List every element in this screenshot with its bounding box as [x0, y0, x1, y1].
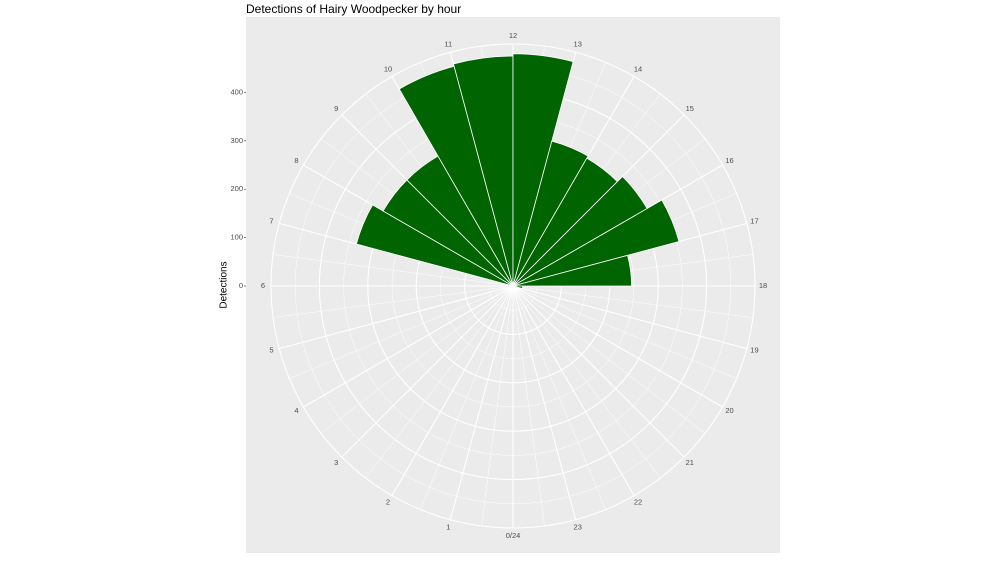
hour-label-18: 18: [759, 281, 767, 290]
hour-label-7: 7: [269, 216, 273, 225]
hour-label-0/24: 0/24: [506, 531, 521, 540]
y-tick-label: 300: [230, 136, 243, 145]
bar-hour-16: [512, 199, 680, 287]
hour-label-20: 20: [725, 406, 733, 415]
bar-hour-18: [512, 285, 524, 289]
hour-label-8: 8: [294, 156, 298, 165]
bar-hour-12: [512, 53, 574, 287]
hour-labels: 0/24123456789101112131415161718192021222…: [261, 31, 767, 540]
bar-hour-17: [512, 254, 632, 287]
bar-hour-13: [512, 140, 589, 287]
chart-title: Detections of Hairy Woodpecker by hour: [246, 2, 462, 16]
y-tick-label: 100: [230, 233, 243, 242]
hour-label-21: 21: [686, 458, 694, 467]
hour-label-9: 9: [334, 104, 338, 113]
hour-label-14: 14: [634, 64, 642, 73]
hour-label-13: 13: [574, 40, 582, 49]
hour-label-2: 2: [386, 497, 390, 506]
hour-label-11: 11: [444, 40, 452, 49]
bar-hour-7: [355, 204, 514, 287]
hour-label-22: 22: [634, 497, 642, 506]
circle-gridline: [270, 43, 756, 529]
y-tick-label: 0: [239, 281, 243, 290]
y-tick-label: 400: [230, 87, 243, 96]
hour-label-4: 4: [294, 406, 298, 415]
hour-label-17: 17: [750, 216, 758, 225]
y-tick-label: 200: [230, 184, 243, 193]
hour-label-1: 1: [446, 522, 450, 531]
hour-label-15: 15: [686, 104, 694, 113]
y-tick-labels: 0 100 200 300 400: [230, 87, 246, 290]
hour-label-19: 19: [750, 346, 758, 355]
hour-label-3: 3: [334, 458, 338, 467]
hour-label-16: 16: [725, 156, 733, 165]
bars: [355, 53, 680, 289]
hour-label-6: 6: [261, 281, 265, 290]
hour-label-10: 10: [384, 64, 392, 73]
hour-label-12: 12: [509, 31, 517, 40]
hour-label-23: 23: [574, 522, 582, 531]
hour-label-5: 5: [269, 346, 273, 355]
